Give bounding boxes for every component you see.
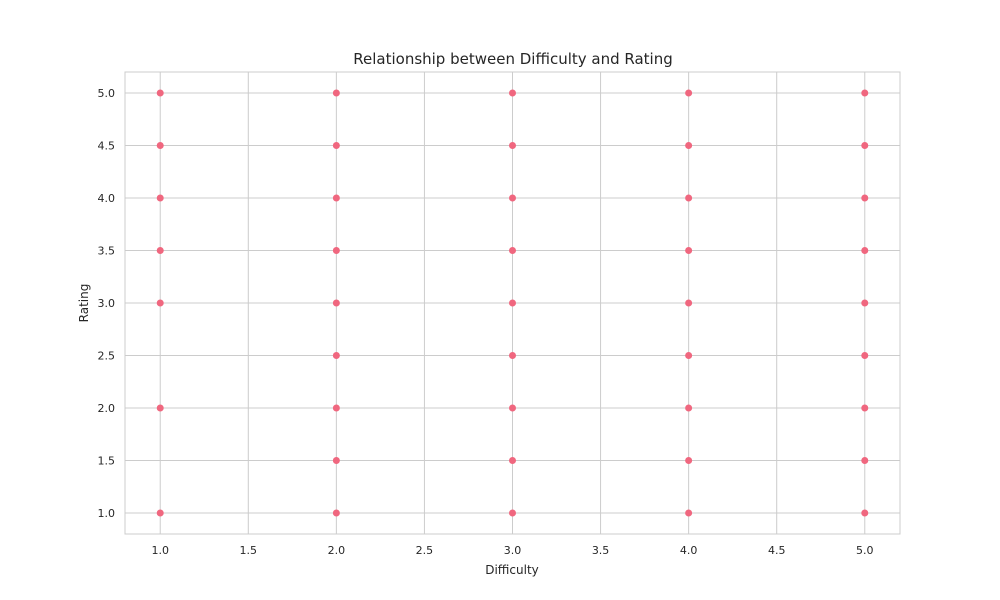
data-point <box>332 352 340 359</box>
data-point <box>509 142 516 149</box>
data-point <box>685 142 693 149</box>
x-tick-label: 3.5 <box>592 544 610 557</box>
data-point <box>685 457 693 464</box>
data-point <box>685 89 693 97</box>
data-point <box>332 194 340 202</box>
y-axis-label: Rating <box>77 284 91 323</box>
plot-frame <box>124 71 901 535</box>
data-point <box>685 509 693 517</box>
x-tick-label: 2.5 <box>416 544 434 557</box>
data-point <box>509 509 516 517</box>
data-point <box>861 142 869 149</box>
y-tick-label: 1.5 <box>98 455 116 468</box>
data-point <box>156 299 164 307</box>
y-tick-label: 1.0 <box>98 507 116 520</box>
data-point <box>861 404 869 412</box>
x-tick-label: 2.0 <box>328 544 346 557</box>
data-point <box>509 404 516 412</box>
data-point <box>861 247 869 254</box>
data-point <box>861 89 869 97</box>
data-point <box>685 194 693 202</box>
data-point <box>332 299 340 307</box>
data-point <box>685 352 693 359</box>
data-point <box>861 352 869 359</box>
data-point <box>509 457 516 464</box>
x-axis-label: Difficulty <box>485 563 539 577</box>
data-point <box>685 404 693 412</box>
y-tick-labels: 1.0 1.5 2.0 2.5 3.0 3.5 4.0 4.5 5.0 <box>98 87 116 520</box>
x-tick-label: 1.0 <box>151 544 169 557</box>
data-point <box>861 509 869 517</box>
data-point <box>509 352 516 359</box>
data-point <box>509 299 516 307</box>
data-point <box>332 142 340 149</box>
y-tick-label: 4.5 <box>98 140 116 153</box>
x-tick-labels: 1.0 1.5 2.0 2.5 3.0 3.5 4.0 4.5 5.0 <box>151 544 873 557</box>
data-point <box>332 89 340 97</box>
x-tick-label: 4.0 <box>680 544 698 557</box>
data-point <box>156 89 164 97</box>
data-point <box>861 194 869 202</box>
data-point <box>861 299 869 307</box>
data-point <box>685 299 693 307</box>
y-tick-label: 2.0 <box>98 402 116 415</box>
data-point <box>156 247 164 254</box>
data-point <box>509 89 516 97</box>
y-tick-label: 4.0 <box>98 192 116 205</box>
data-point <box>156 404 164 412</box>
data-point <box>509 247 516 254</box>
x-tick-label: 1.5 <box>240 544 258 557</box>
data-point <box>156 194 164 202</box>
data-point <box>685 247 693 254</box>
data-point <box>861 457 869 464</box>
x-tick-label: 3.0 <box>504 544 522 557</box>
x-tick-label: 4.5 <box>768 544 786 557</box>
data-point <box>509 194 516 202</box>
y-tick-label: 3.5 <box>98 245 116 258</box>
data-point <box>156 509 164 517</box>
x-tick-label: 5.0 <box>856 544 874 557</box>
data-point <box>332 457 340 464</box>
points-layer <box>156 89 869 517</box>
chart-title: Relationship between Difficulty and Rati… <box>353 50 673 68</box>
y-tick-label: 5.0 <box>98 87 116 100</box>
y-tick-label: 2.5 <box>98 350 116 363</box>
y-tick-label: 3.0 <box>98 297 116 310</box>
data-point <box>156 142 164 149</box>
data-point <box>332 509 340 517</box>
data-point <box>332 404 340 412</box>
data-point <box>332 247 340 254</box>
